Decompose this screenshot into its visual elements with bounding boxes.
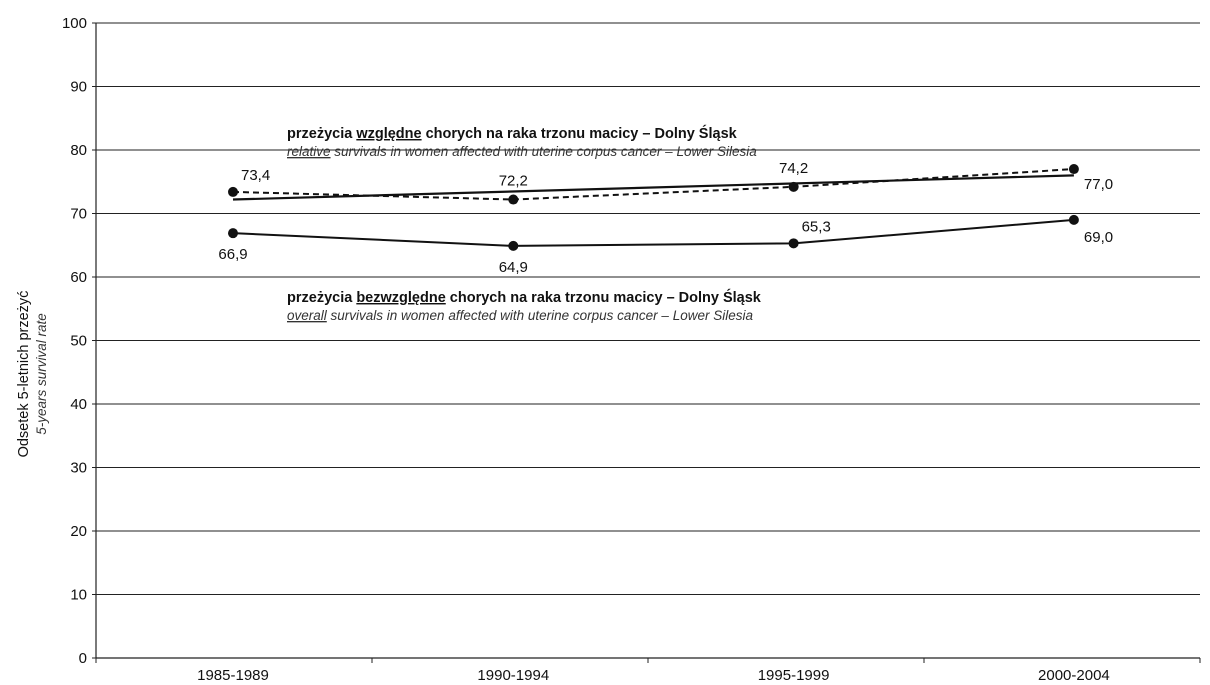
series-0-point-0 xyxy=(228,186,238,197)
y-tick-label-20: 20 xyxy=(70,523,87,540)
series-1-point-0 xyxy=(228,228,238,239)
y-tick-label-40: 40 xyxy=(70,396,87,413)
y-tick-label-100: 100 xyxy=(62,15,87,32)
y-tick-label-80: 80 xyxy=(70,142,87,159)
y-tick-label-90: 90 xyxy=(70,79,87,96)
y-tick-label-70: 70 xyxy=(70,206,87,223)
x-tick-labels: 1985-1989 1990-1994 1995-1999 2000-2004 xyxy=(197,667,1110,684)
data-label-s1-0: 66,9 xyxy=(218,246,247,263)
series-1-point-2 xyxy=(788,238,799,249)
y-tick-label-10: 10 xyxy=(70,587,87,604)
axes xyxy=(92,22,1201,663)
series-group xyxy=(228,164,1079,251)
annotation-overall-pl: przeżycia bezwzględne chorych na raka tr… xyxy=(287,288,762,306)
annotation-overall-en: overall survivals in women affected with… xyxy=(287,308,753,323)
y-axis-title: Odsetek 5-letnich przeżyć xyxy=(16,291,32,458)
series-0-point-1 xyxy=(508,194,519,205)
data-labels: 73,4 72,2 74,2 77,0 66,9 64,9 65,3 69,0 xyxy=(218,160,1113,276)
y-tick-label-60: 60 xyxy=(70,269,87,286)
x-tick-label-1995-1999: 1995-1999 xyxy=(758,667,830,684)
series-1-point-1 xyxy=(508,240,519,251)
data-label-s1-3: 69,0 xyxy=(1084,229,1113,246)
data-label-s0-0: 73,4 xyxy=(241,167,270,184)
grid-lines xyxy=(96,22,1200,595)
data-label-s0-3: 77,0 xyxy=(1084,176,1113,193)
data-label-s1-2: 65,3 xyxy=(802,218,831,235)
x-tick-label-2000-2004: 2000-2004 xyxy=(1038,667,1110,684)
x-tick-label-1990-1994: 1990-1994 xyxy=(477,667,549,684)
series-0-point-2 xyxy=(788,181,799,192)
data-label-s0-1: 72,2 xyxy=(499,173,528,190)
data-label-s0-2: 74,2 xyxy=(779,160,808,177)
relative-trend-line xyxy=(232,174,1074,201)
series-1-point-3 xyxy=(1068,214,1079,225)
series-line-1 xyxy=(232,218,1074,247)
series-0-point-3 xyxy=(1068,164,1079,175)
y-tick-label-50: 50 xyxy=(70,333,87,350)
data-label-s1-1: 64,9 xyxy=(499,259,528,276)
x-tick-label-1985-1989: 1985-1989 xyxy=(197,667,269,684)
annotation-relative-pl: przeżycia względne chorych na raka trzon… xyxy=(287,124,738,142)
annotation-relative-en: relative survivals in women affected wit… xyxy=(287,144,757,159)
y-tick-labels: 0 10 20 30 40 50 60 70 80 90 100 xyxy=(62,15,87,667)
y-tick-label-30: 30 xyxy=(70,460,87,477)
y-tick-label-0: 0 xyxy=(79,650,87,667)
series-line-0 xyxy=(232,168,1074,201)
y-axis-title-en: 5-years survival rate xyxy=(34,313,49,435)
